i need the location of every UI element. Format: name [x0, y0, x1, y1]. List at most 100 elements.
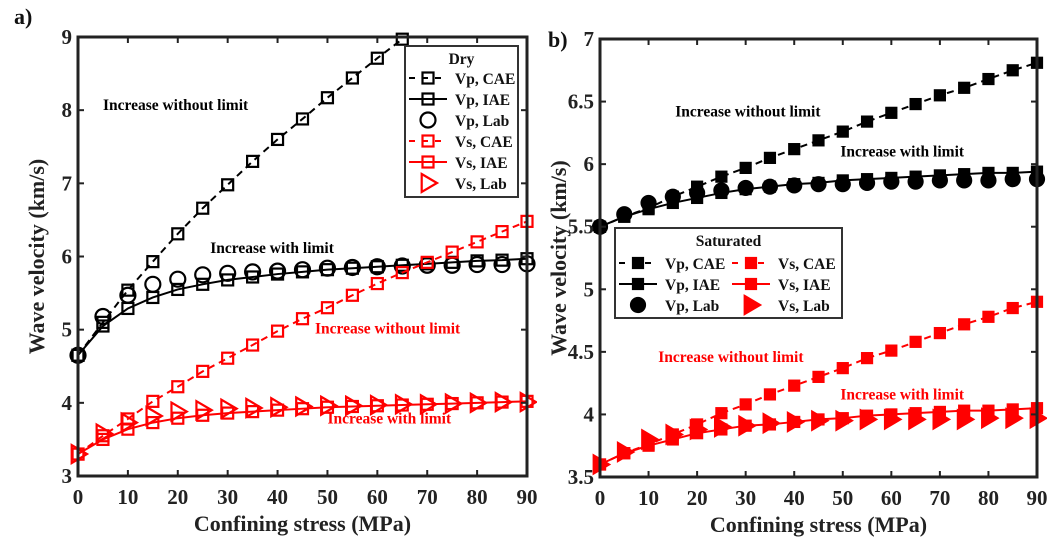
data-point	[144, 275, 162, 293]
legend-label: Vs, IAE	[778, 277, 831, 294]
legend-item: Vs, IAE	[409, 155, 508, 172]
y-tick-label: 7	[584, 27, 595, 51]
data-point	[169, 270, 187, 288]
data-point	[883, 408, 903, 431]
x-tick-label: 40	[267, 485, 288, 509]
series-line	[77, 220, 528, 455]
legend: Dry Vp, CAE Vp, IAE Vp, Lab Vs, CAE Vs, IAE Vs…	[404, 45, 519, 198]
data-point	[860, 352, 874, 365]
data-point	[616, 206, 633, 223]
data-point	[956, 408, 976, 431]
legend-item: Vs, IAE	[732, 277, 831, 294]
data-point	[812, 370, 825, 383]
data-point	[96, 319, 110, 333]
series-vs-lab	[592, 407, 1047, 476]
legend-marker	[421, 92, 435, 106]
data-point	[715, 170, 728, 183]
y-tick-label: 4	[62, 391, 73, 415]
data-point	[761, 178, 779, 195]
data-point	[219, 264, 237, 282]
x-tick-label: 60	[367, 485, 388, 509]
x-tick-label: 0	[595, 486, 606, 510]
data-point	[394, 393, 414, 416]
data-point	[370, 260, 384, 274]
data-point	[786, 177, 803, 194]
data-point	[245, 397, 264, 419]
x-tick-label: 0	[73, 485, 84, 509]
legend-marker	[421, 71, 435, 85]
x-tick-label: 30	[217, 485, 238, 509]
x-tick-label: 60	[881, 486, 902, 510]
legend-item: Vp, Lab	[629, 296, 719, 315]
y-tick-label: 5	[584, 277, 595, 301]
chart-panel-b: b) 0 10 20 30 40 50 60 70 80 90 3.5 4 4.5 5 5.5 6 6.5 7 Con…	[546, 27, 1048, 537]
legend-item: Vs, Lab	[743, 294, 830, 316]
data-point	[295, 112, 310, 126]
data-point	[933, 89, 946, 102]
legend-label: Vs, CAE	[778, 256, 836, 273]
legend-item: Vp, IAE	[619, 277, 720, 294]
x-tick-label: 80	[978, 486, 999, 510]
data-point	[958, 318, 971, 331]
x-axis-title: Confining stress (MPa)	[194, 511, 411, 536]
y-tick-label: 4.5	[568, 340, 594, 364]
data-point	[493, 255, 511, 274]
data-point	[194, 266, 212, 284]
data-point	[1004, 171, 1021, 188]
legend-marker	[631, 277, 645, 291]
data-point	[1006, 64, 1019, 77]
legend-marker	[421, 134, 435, 148]
data-point	[982, 310, 995, 323]
plot-area	[591, 56, 1047, 476]
annotation: Increase with limit	[840, 144, 965, 161]
legend-box	[404, 45, 519, 198]
data-point	[246, 154, 260, 168]
data-point	[195, 399, 214, 422]
x-axis-title: Confining stress (MPa)	[710, 512, 927, 537]
data-point	[664, 188, 681, 205]
annotation: Increase without limit	[675, 104, 821, 121]
data-point	[763, 388, 777, 401]
data-point	[812, 134, 825, 147]
legend-item: Vs, CAE	[409, 134, 513, 151]
data-point	[885, 344, 898, 357]
legend-title: Dry	[449, 51, 475, 68]
data-point	[956, 172, 973, 189]
data-point	[395, 265, 409, 280]
data-point	[469, 391, 489, 414]
data-point	[737, 179, 754, 197]
data-point	[119, 286, 137, 304]
data-point	[982, 72, 995, 86]
data-point	[860, 115, 874, 128]
data-point	[494, 391, 514, 414]
y-tick-label: 6.5	[568, 90, 594, 114]
annotation: Increase without limit	[103, 97, 249, 114]
legend-marker	[744, 256, 758, 270]
annotation: Increase with limit	[210, 240, 335, 257]
data-point	[420, 255, 434, 269]
data-point	[344, 394, 364, 417]
legend-label: Vs, CAE	[455, 134, 513, 151]
data-point	[246, 338, 260, 352]
data-point	[343, 258, 361, 277]
data-point	[444, 392, 464, 415]
legend: Saturated Vp, CAE Vp, IAE Vp, Lab Vs, CAE Vs,…	[614, 227, 843, 319]
annotation: Increase without limit	[658, 349, 804, 366]
data-point	[445, 245, 459, 259]
data-point	[196, 364, 210, 378]
y-tick-label: 5.5	[568, 215, 594, 239]
legend-label: Vp, CAE	[455, 71, 515, 88]
data-point	[221, 351, 235, 365]
data-point	[908, 408, 927, 431]
data-point	[318, 259, 337, 277]
y-tick-label: 6	[62, 245, 73, 269]
legend-label: Vp, Lab	[665, 298, 719, 315]
annotation: Increase with limit	[327, 410, 452, 427]
data-point	[146, 290, 160, 305]
x-tick-label: 20	[167, 485, 188, 509]
y-tick-label: 9	[62, 25, 73, 49]
x-tick-label: 70	[417, 485, 438, 509]
data-point	[345, 261, 359, 275]
legend-marker	[420, 172, 440, 194]
data-point	[713, 416, 733, 438]
